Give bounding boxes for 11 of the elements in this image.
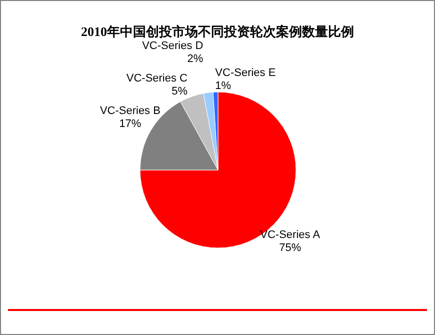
- slice-label: VC-Series B: [100, 105, 160, 118]
- slice-label: VC-Series C: [126, 72, 188, 84]
- data-label: 75%: [279, 242, 302, 254]
- data-label: 17%: [119, 118, 142, 130]
- data-label: 1%: [215, 80, 232, 92]
- slice-label: VC-Series D: [142, 40, 204, 52]
- slice-label: VC-Series E: [215, 67, 276, 80]
- slice-label: VC-Series A: [260, 229, 321, 242]
- data-label: 5%: [172, 85, 188, 98]
- chart-title: 2010年中国创投市场不同投资轮次案例数量比例: [81, 24, 354, 39]
- data-label: 2%: [187, 52, 204, 65]
